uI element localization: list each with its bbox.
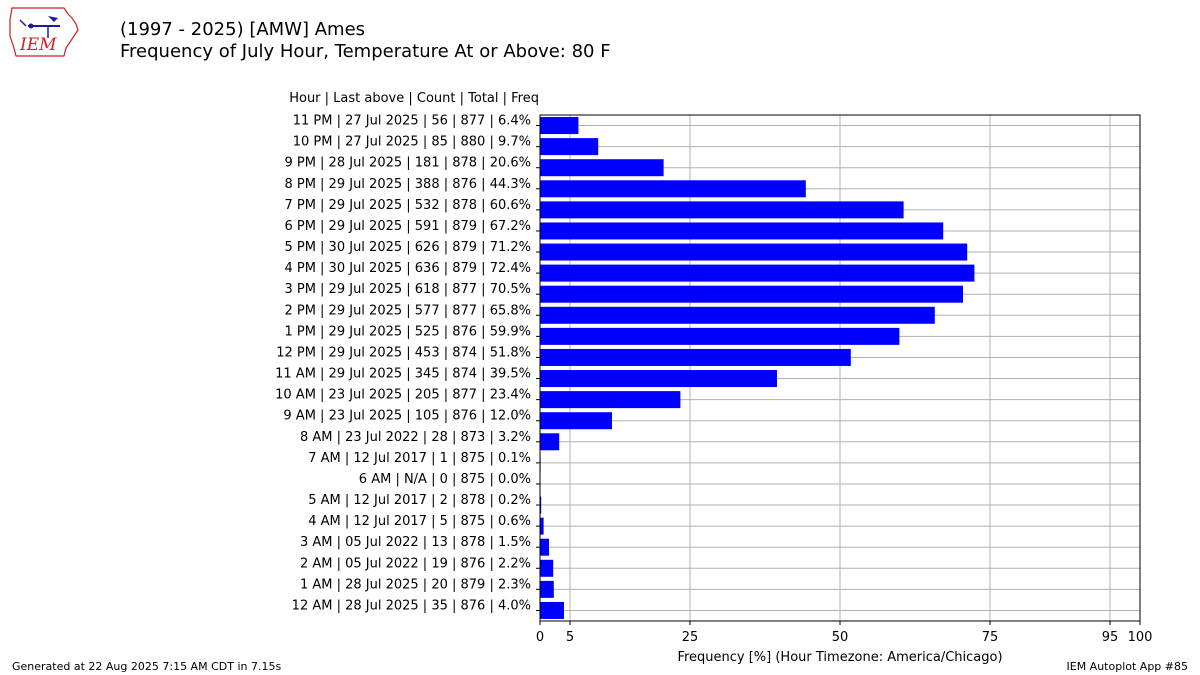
row-label: 12 AM | 28 Jul 2025 | 35 | 876 | 4.0%	[292, 598, 531, 613]
row-label: 8 PM | 29 Jul 2025 | 388 | 876 | 44.3%	[284, 177, 531, 192]
row-label: 5 AM | 12 Jul 2017 | 2 | 878 | 0.2%	[308, 493, 531, 508]
bar	[540, 201, 904, 219]
iowa-outline-icon	[9, 7, 79, 57]
x-tick-label: 75	[982, 630, 999, 645]
x-tick-label: 50	[832, 630, 849, 645]
row-label: 9 PM | 28 Jul 2025 | 181 | 878 | 20.6%	[284, 156, 531, 171]
footer-app: IEM Autoplot App #85	[1067, 660, 1189, 673]
row-label: 3 AM | 05 Jul 2022 | 13 | 878 | 1.5%	[300, 535, 531, 550]
row-label: 7 PM | 29 Jul 2025 | 532 | 878 | 60.6%	[284, 198, 531, 213]
bar	[540, 222, 944, 240]
row-label: 11 AM | 29 Jul 2025 | 345 | 874 | 39.5%	[275, 367, 531, 382]
bar	[540, 243, 968, 261]
bar	[540, 391, 681, 409]
bar	[540, 117, 579, 135]
bar	[540, 496, 542, 514]
row-label: 3 PM | 29 Jul 2025 | 618 | 877 | 70.5%	[284, 282, 531, 297]
plot-frame	[539, 114, 1141, 622]
bar	[540, 559, 554, 577]
row-label: 4 PM | 30 Jul 2025 | 636 | 879 | 72.4%	[284, 261, 531, 276]
bar	[540, 180, 806, 198]
bar	[540, 370, 777, 388]
x-tick-label: 0	[536, 630, 544, 645]
row-label: 6 PM | 29 Jul 2025 | 591 | 879 | 67.2%	[284, 219, 531, 234]
x-tick-label: 25	[682, 630, 699, 645]
x-axis-label: Frequency [%] (Hour Timezone: America/Ch…	[677, 650, 1002, 665]
bar	[540, 327, 900, 345]
weather-station-icon	[19, 19, 27, 27]
bar	[540, 433, 560, 451]
bar	[540, 601, 564, 619]
row-label: 8 AM | 23 Jul 2022 | 28 | 873 | 3.2%	[300, 430, 531, 445]
row-label: 1 PM | 29 Jul 2025 | 525 | 876 | 59.9%	[284, 324, 531, 339]
footer-generated: Generated at 22 Aug 2025 7:15 AM CDT in …	[12, 660, 281, 673]
bar	[540, 306, 935, 324]
table-header: Hour | Last above | Count | Total | Freq	[289, 91, 539, 106]
bar	[540, 580, 554, 598]
bar	[540, 264, 975, 282]
chart-title-line1: (1997 - 2025) [AMW] Ames	[120, 19, 365, 40]
row-label: 2 AM | 05 Jul 2022 | 19 | 876 | 2.2%	[300, 556, 531, 571]
row-label: 6 AM | N/A | 0 | 875 | 0.0%	[359, 472, 531, 487]
row-label: 9 AM | 23 Jul 2025 | 105 | 876 | 12.0%	[283, 409, 531, 424]
chart-title-line2: Frequency of July Hour, Temperature At o…	[120, 41, 611, 62]
row-label: 4 AM | 12 Jul 2017 | 5 | 875 | 0.6%	[308, 514, 531, 529]
bar	[540, 348, 851, 366]
bar	[540, 517, 544, 535]
row-label: 7 AM | 12 Jul 2017 | 1 | 875 | 0.1%	[308, 451, 531, 466]
iem-logo: IEM	[9, 7, 79, 57]
bar	[540, 159, 664, 177]
row-labels-layer: 11 PM | 27 Jul 2025 | 56 | 877 | 6.4% 10 …	[275, 114, 531, 614]
row-label: 11 PM | 27 Jul 2025 | 56 | 877 | 6.4%	[293, 114, 531, 129]
x-ticks-layer: 0 5 25 50 75 95 100	[536, 125, 1153, 645]
x-tick-label: 95	[1102, 630, 1119, 645]
row-label: 5 PM | 30 Jul 2025 | 626 | 879 | 71.2%	[284, 240, 531, 255]
logo-text: IEM	[19, 35, 57, 55]
row-label: 10 AM | 23 Jul 2025 | 205 | 877 | 23.4%	[275, 388, 531, 403]
row-label: 2 PM | 29 Jul 2025 | 577 | 877 | 65.8%	[284, 303, 531, 318]
bar	[540, 285, 963, 303]
bar	[540, 412, 612, 430]
row-label: 12 PM | 29 Jul 2025 | 453 | 874 | 51.8%	[276, 345, 531, 360]
row-label: 10 PM | 27 Jul 2025 | 85 | 880 | 9.7%	[293, 135, 531, 150]
bars-layer	[540, 117, 975, 619]
x-tick-label: 5	[566, 630, 574, 645]
x-tick-label: 100	[1128, 630, 1153, 645]
row-label: 1 AM | 28 Jul 2025 | 20 | 879 | 2.3%	[300, 577, 531, 592]
bar	[540, 138, 599, 156]
bar	[540, 538, 549, 556]
